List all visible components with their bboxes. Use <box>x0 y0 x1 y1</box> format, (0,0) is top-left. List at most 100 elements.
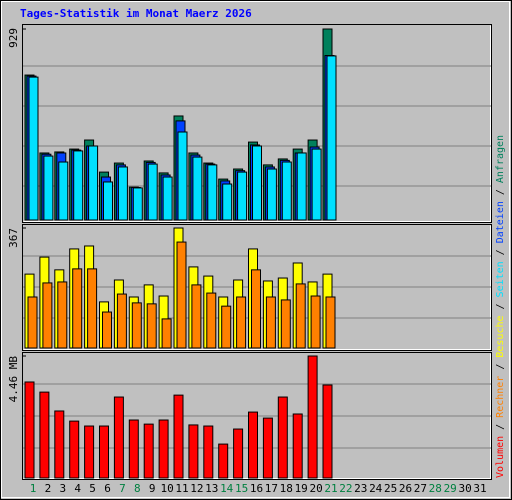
bar <box>69 420 80 479</box>
bar <box>131 302 142 349</box>
bar <box>99 425 109 479</box>
bar <box>132 187 143 221</box>
bar <box>143 423 154 479</box>
bar <box>146 303 157 349</box>
bar <box>102 311 112 349</box>
legend-separator: / <box>495 189 506 195</box>
bar <box>236 296 247 349</box>
x-tick-label: 8 <box>134 482 141 495</box>
legend-entry: Rechner <box>495 376 506 418</box>
legend-separator: / <box>495 303 506 309</box>
bar <box>206 292 217 349</box>
bar <box>87 268 98 349</box>
x-tick-label: 19 <box>295 482 308 495</box>
x-tick-label: 1 <box>30 482 37 495</box>
bar <box>162 176 173 221</box>
bar <box>43 155 54 221</box>
bar <box>158 419 169 479</box>
legend-separator: / <box>495 249 506 255</box>
x-tick-label: 28 <box>429 482 442 495</box>
bar <box>296 152 307 221</box>
bar <box>103 181 113 221</box>
x-tick-label: 31 <box>473 482 486 495</box>
bar <box>248 411 258 479</box>
bar <box>311 148 322 221</box>
bar <box>251 269 261 349</box>
bar <box>58 161 69 221</box>
bar <box>191 284 202 349</box>
legend-entry: Dateien <box>495 201 506 243</box>
x-tick-label: 27 <box>414 482 427 495</box>
legend-entry: Seiten <box>495 261 506 297</box>
bar <box>277 396 288 479</box>
x-tick-label: 30 <box>458 482 471 495</box>
bar <box>72 268 83 349</box>
bar <box>88 145 99 221</box>
bar <box>266 168 277 221</box>
x-tick-label: 25 <box>384 482 397 495</box>
bar <box>39 391 50 479</box>
legend-entry: Besuche <box>495 315 506 357</box>
x-tick-label: 10 <box>160 482 173 495</box>
x-tick-label: 15 <box>235 482 248 495</box>
bar <box>292 413 303 479</box>
x-tick-label: 9 <box>149 482 156 495</box>
x-tick-label: 6 <box>104 482 111 495</box>
panel-bevel <box>23 225 491 350</box>
legend: Volumen / Rechner / Besuche / Seiten / Dateien / A… <box>495 135 506 478</box>
bar <box>252 145 262 221</box>
x-tick-label: 2 <box>45 482 52 495</box>
legend-entry: Anfragen <box>495 135 506 183</box>
bar <box>177 131 188 221</box>
x-tick-label: 21 <box>324 482 337 495</box>
x-tick-label: 13 <box>205 482 218 495</box>
bar <box>84 425 95 479</box>
y-tick-label: 367 <box>7 228 20 248</box>
bar <box>42 282 53 349</box>
bar <box>28 76 39 221</box>
bar <box>203 425 214 479</box>
legend-separator: / <box>495 364 506 370</box>
legend-separator: / <box>495 424 506 430</box>
chart-title: Tages-Statistik im Monat Maerz 2026 <box>20 7 252 20</box>
panel-bevel <box>23 25 491 222</box>
y-tick-label: 929 <box>7 28 20 48</box>
bar <box>310 295 321 349</box>
bar <box>280 299 291 349</box>
bar <box>192 156 203 221</box>
bar <box>281 161 292 221</box>
bar <box>295 283 306 349</box>
x-tick-label: 22 <box>339 482 352 495</box>
bar <box>237 171 248 221</box>
bar <box>307 355 318 479</box>
bar <box>222 183 233 221</box>
panel-bevel <box>23 353 491 479</box>
x-tick-label: 12 <box>190 482 203 495</box>
bar <box>24 381 35 479</box>
bar <box>173 394 184 479</box>
bar <box>113 396 124 479</box>
x-tick-label: 5 <box>89 482 96 495</box>
x-tick-label: 11 <box>175 482 188 495</box>
bar <box>188 424 199 479</box>
bar <box>325 296 336 349</box>
bar <box>218 443 229 479</box>
x-tick-label: 23 <box>354 482 367 495</box>
x-tick-label: 29 <box>444 482 457 495</box>
bar <box>57 281 68 349</box>
y-tick-label: 4.46 MB <box>7 356 20 403</box>
bar <box>207 164 218 221</box>
x-tick-label: 16 <box>250 482 263 495</box>
bar <box>117 166 128 221</box>
x-tick-label: 7 <box>119 482 126 495</box>
bar <box>262 417 273 479</box>
bar <box>128 419 139 479</box>
x-tick-label: 26 <box>399 482 412 495</box>
x-tick-label: 3 <box>59 482 66 495</box>
bar <box>221 305 232 349</box>
legend-entry: Volumen <box>495 436 506 478</box>
x-tick-label: 24 <box>369 482 383 495</box>
